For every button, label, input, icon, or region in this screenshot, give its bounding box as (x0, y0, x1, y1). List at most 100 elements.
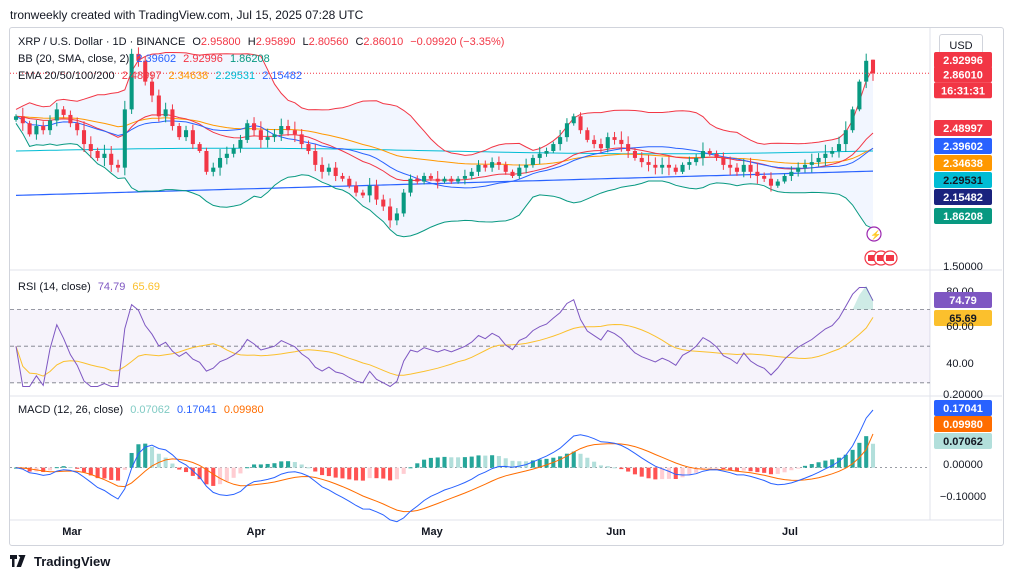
macd-histogram-bar (326, 467, 331, 477)
candle-body (388, 206, 393, 221)
macd-histogram-bar (694, 467, 699, 473)
macd-histogram-bar (802, 465, 808, 468)
candle-body (47, 120, 53, 131)
candle-body (231, 148, 236, 154)
scale-ema50: 2.34638 (943, 158, 983, 170)
candle-body (394, 213, 399, 221)
macd-histogram-bar (320, 467, 325, 476)
candle-body (619, 139, 624, 145)
candle-body (673, 167, 678, 172)
bb-lower-line (15, 123, 874, 238)
macd-histogram-bar (428, 457, 433, 468)
macd-pane (10, 409, 930, 523)
candle-body (789, 171, 794, 176)
macd-histogram-bar (218, 467, 223, 485)
candle-body (864, 60, 869, 82)
candle-body (61, 109, 66, 115)
close-value: 2.86010 (363, 36, 404, 48)
candle-body (428, 175, 433, 179)
rsi-tick-60: 60.00 (946, 321, 974, 333)
macd-histogram-bar (612, 467, 617, 469)
macd-histogram-bar (360, 467, 365, 481)
symbol-title: XRP / U.S. Dollar · 1D · BINANCE (18, 36, 186, 48)
scale-ema20-bg (934, 120, 992, 136)
macd-histogram-bar (490, 455, 495, 468)
candle-body (639, 157, 644, 163)
us-flag-stripes (877, 255, 885, 261)
macd-histogram-bar (177, 467, 182, 470)
candle-body (578, 116, 583, 131)
candle-body (510, 171, 515, 176)
candle-body (660, 164, 665, 168)
footer-brand[interactable]: TradingView (10, 554, 110, 569)
candle-body (81, 130, 87, 145)
candle-body (354, 185, 359, 193)
macd-histogram-bar (857, 442, 862, 468)
macd-histogram-bar (768, 467, 774, 475)
scale-ema100: 2.29531 (943, 175, 983, 187)
macd-histogram-bar (592, 461, 597, 468)
macd-histogram-bar (558, 456, 563, 468)
macd-histogram-bar (422, 459, 427, 468)
candle-body (95, 151, 100, 158)
candle-body (170, 109, 175, 127)
candle-body (177, 126, 182, 138)
candle-body (462, 175, 467, 179)
macd-histogram-bar (496, 456, 501, 468)
macd-histogram-bar (721, 467, 726, 470)
candle-body (632, 151, 637, 158)
macd-histogram-bar (462, 457, 467, 468)
macd-histogram-bar (211, 467, 216, 486)
candle-body (422, 175, 427, 182)
macd-histogram-bar (442, 456, 447, 468)
macd-histogram-bar (333, 467, 338, 478)
macd-histogram-bar (190, 467, 195, 476)
macd-histogram-bar (252, 464, 257, 468)
macd-histogram-bar (367, 467, 372, 479)
candle-body (272, 134, 277, 138)
candle-body (490, 162, 495, 168)
macd-title: MACD (12, 26, close) (18, 404, 124, 416)
macd-histogram-bar (782, 467, 787, 473)
candle-body (265, 137, 270, 140)
candle-body (292, 130, 297, 135)
macd-histogram-bar (170, 463, 175, 468)
price-scale-labels: 2.92996 2.86010 16:31:31 2.48997 2.39602 2.34… (934, 52, 992, 503)
candle-body (224, 153, 229, 158)
macd-line (15, 409, 874, 523)
candle-body (741, 164, 746, 172)
time-axis-label: Jun (606, 526, 626, 538)
candle-body (183, 130, 189, 138)
macd-histogram-bar (286, 461, 291, 468)
macd-histogram-bar (102, 467, 107, 479)
macd-histogram-bar (122, 467, 127, 470)
macd-histogram-bar (469, 456, 474, 468)
ema-legend: EMA 20/50/100/200 2.48997 2.34638 2.2953… (18, 70, 306, 82)
candle-body (286, 126, 291, 131)
rsi-line (15, 287, 874, 388)
macd-histogram-bar (347, 467, 352, 480)
macd-histogram-bar (163, 457, 168, 468)
macd-histogram-bar (354, 467, 359, 481)
candle-body (809, 162, 814, 165)
macd-histogram-bar (292, 462, 297, 468)
macd-histogram-bar (265, 463, 270, 468)
candle-body (714, 153, 719, 158)
macd-histogram-bar (388, 467, 393, 481)
candle-body (313, 151, 318, 165)
macd-histogram-bar (456, 457, 461, 468)
ema20-value: 2.48997 (121, 70, 162, 82)
candle-body (571, 116, 576, 124)
candle-body (768, 178, 774, 186)
bb-basis-value: 2.39602 (136, 53, 177, 65)
open-label: O (192, 36, 201, 48)
candle-body (646, 162, 651, 165)
macd-histogram-bar (544, 458, 549, 468)
tradingview-logo-icon (10, 554, 26, 567)
candle-body (367, 185, 372, 196)
rsi-band-fill (10, 309, 930, 383)
macd-histogram-bar (775, 467, 780, 474)
macd-histogram-bar (864, 436, 869, 468)
macd-histogram-bar (585, 457, 590, 468)
